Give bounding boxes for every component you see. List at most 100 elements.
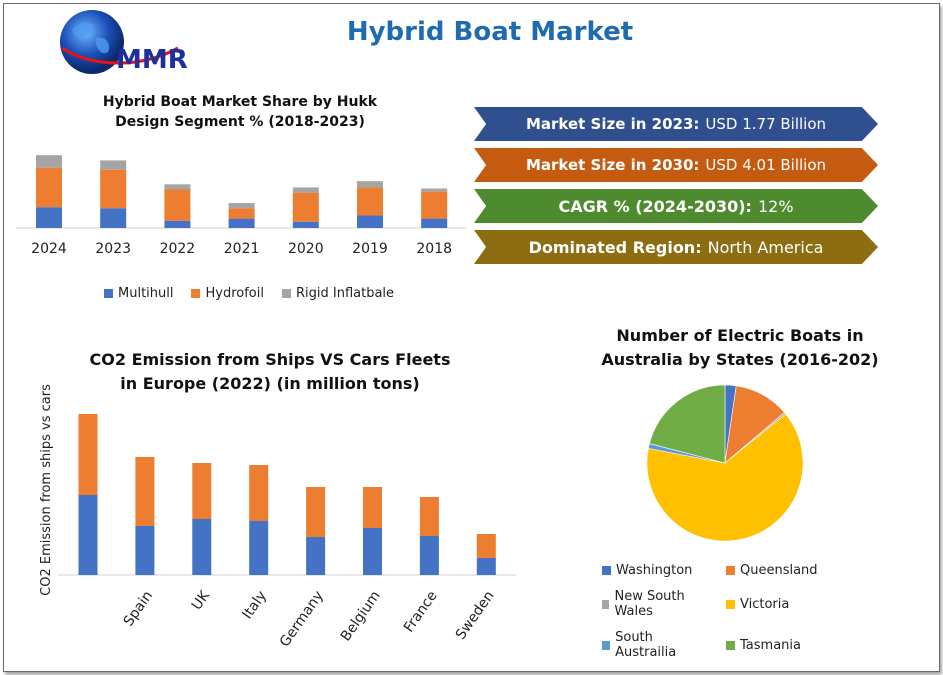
legend-item: Washington bbox=[602, 563, 708, 578]
banner-dominated-region: Dominated Region: North America bbox=[474, 230, 878, 264]
bar-segment bbox=[78, 495, 98, 575]
bar-segment bbox=[192, 519, 212, 575]
banner-market-size-2023: Market Size in 2023: USD 1.77 Billion bbox=[474, 107, 878, 141]
legend-swatch bbox=[602, 640, 611, 650]
bar-segment bbox=[419, 536, 439, 575]
bar-segment bbox=[421, 191, 448, 219]
legend-swatch bbox=[104, 289, 113, 298]
legend-item: Tasmania bbox=[726, 630, 858, 660]
legend-swatch bbox=[281, 289, 291, 298]
bar-segment bbox=[100, 208, 127, 228]
bar-segment bbox=[306, 487, 326, 537]
bar-segment bbox=[363, 487, 382, 528]
x-tick-label: 2019 bbox=[352, 241, 388, 257]
chart2-title: CO2 Emission from Ships VS Cars Fleets i… bbox=[89, 350, 451, 393]
x-tick-label: 2020 bbox=[288, 241, 324, 257]
mmr-logo: MMR bbox=[60, 10, 188, 75]
bar-segment bbox=[357, 215, 383, 228]
bar-segment bbox=[228, 203, 255, 209]
legend-label: Rigid Inflatbale bbox=[295, 286, 395, 301]
legend-swatch bbox=[726, 599, 735, 609]
bar-segment bbox=[421, 218, 448, 228]
legend-item: Queensland bbox=[726, 563, 858, 578]
legend-label: New South Wales bbox=[614, 589, 685, 619]
bar-segment bbox=[357, 187, 383, 216]
banner-label: Market Size in 2030: bbox=[525, 156, 700, 174]
legend-label: Tasmania bbox=[740, 637, 801, 653]
x-tick-label: 2021 bbox=[224, 241, 260, 257]
pie-slice bbox=[646, 413, 804, 542]
bar-segment bbox=[306, 537, 326, 575]
y-axis-label: CO2 Emission from ships vs cars bbox=[39, 384, 54, 596]
banner-cagr: CAGR % (2024-2030): 12% bbox=[474, 189, 878, 223]
chart3-title: Number of Electric Boats in Australia by… bbox=[601, 326, 879, 369]
bar-segment bbox=[421, 188, 448, 192]
bar-segment bbox=[135, 526, 155, 575]
bar-segment bbox=[292, 192, 319, 222]
chart3-legend: Washington Queensland New South Wales Victo… bbox=[602, 563, 902, 660]
x-tick-label: 2018 bbox=[416, 241, 452, 257]
bar-segment bbox=[249, 465, 269, 521]
bar-segment bbox=[357, 181, 383, 188]
x-tick-label: France bbox=[401, 588, 441, 635]
chart1-hybrid-boat-share: 2024 2023 2022 2021 2020 2019 2018 bbox=[16, 155, 466, 257]
bar-segment bbox=[228, 218, 255, 228]
bar-segment bbox=[292, 187, 319, 193]
x-tick-label: Italy bbox=[239, 588, 270, 622]
x-tick-label: Germany bbox=[277, 588, 327, 650]
bar-segment bbox=[192, 463, 212, 519]
bar-segment bbox=[249, 521, 269, 575]
logo-text: MMR bbox=[116, 45, 188, 75]
chart2-co2-emission: CO2 Emission from ships vs cars Spain UK It… bbox=[39, 384, 516, 650]
legend-item: South Austrailia bbox=[602, 630, 708, 660]
banner-value: 12% bbox=[757, 196, 794, 216]
pie-slice bbox=[649, 384, 726, 464]
legend-swatch bbox=[602, 566, 611, 575]
chart3-electric-boats-pie bbox=[646, 384, 804, 542]
bar-segment bbox=[164, 184, 191, 190]
x-tick-label: 2023 bbox=[95, 241, 131, 257]
banner-value: USD 4.01 Billion bbox=[705, 156, 827, 174]
x-tick-label: 2024 bbox=[31, 241, 67, 257]
x-tick-label: 2022 bbox=[160, 241, 196, 257]
x-tick-label: Spain bbox=[121, 588, 157, 629]
bar-segment bbox=[100, 169, 127, 209]
legend-item: Victoria bbox=[726, 589, 858, 619]
banner-value: USD 1.77 Billion bbox=[705, 115, 827, 133]
banner-label: Dominated Region: bbox=[528, 237, 702, 257]
x-tick-label: Belgium bbox=[338, 588, 384, 644]
legend-item: Multihull bbox=[104, 286, 173, 301]
legend-label: Multihull bbox=[118, 286, 174, 301]
chart1-title: Hybrid Boat Market Share by Hukk Design … bbox=[102, 94, 378, 130]
legend-swatch bbox=[602, 599, 610, 609]
legend-label: Washington bbox=[616, 563, 693, 578]
bar-segment bbox=[135, 457, 155, 526]
x-tick-label: UK bbox=[189, 587, 214, 613]
bar-segment bbox=[363, 528, 382, 575]
legend-label: South Austrailia bbox=[615, 630, 677, 660]
legend-label: Queensland bbox=[740, 563, 818, 578]
bar-segment bbox=[36, 155, 62, 168]
legend-label: Victoria bbox=[740, 596, 790, 612]
banner-market-size-2030: Market Size in 2030: USD 4.01 Billion bbox=[474, 148, 878, 182]
banner-value: North America bbox=[707, 237, 824, 257]
bar-segment bbox=[100, 160, 127, 170]
legend-item: New South Wales bbox=[602, 589, 708, 619]
legend-swatch bbox=[726, 566, 735, 575]
page-title: Hybrid Boat Market bbox=[346, 17, 634, 47]
bar-segment bbox=[292, 221, 319, 228]
banner-label: Market Size in 2023: bbox=[525, 115, 700, 133]
bar-segment bbox=[476, 558, 496, 575]
legend-swatch bbox=[191, 289, 201, 298]
x-tick-label: Sweden bbox=[453, 588, 498, 642]
legend-item: Rigid Inflatbale bbox=[281, 286, 395, 301]
bar-segment bbox=[78, 414, 98, 495]
bar-segment bbox=[36, 207, 62, 228]
legend-label: Hydrofoil bbox=[205, 286, 264, 301]
bar-segment bbox=[476, 534, 496, 558]
bar-segment bbox=[419, 497, 439, 536]
bar-segment bbox=[228, 208, 255, 219]
bar-segment bbox=[164, 189, 191, 221]
legend-swatch bbox=[726, 640, 735, 650]
bar-segment bbox=[164, 220, 191, 228]
